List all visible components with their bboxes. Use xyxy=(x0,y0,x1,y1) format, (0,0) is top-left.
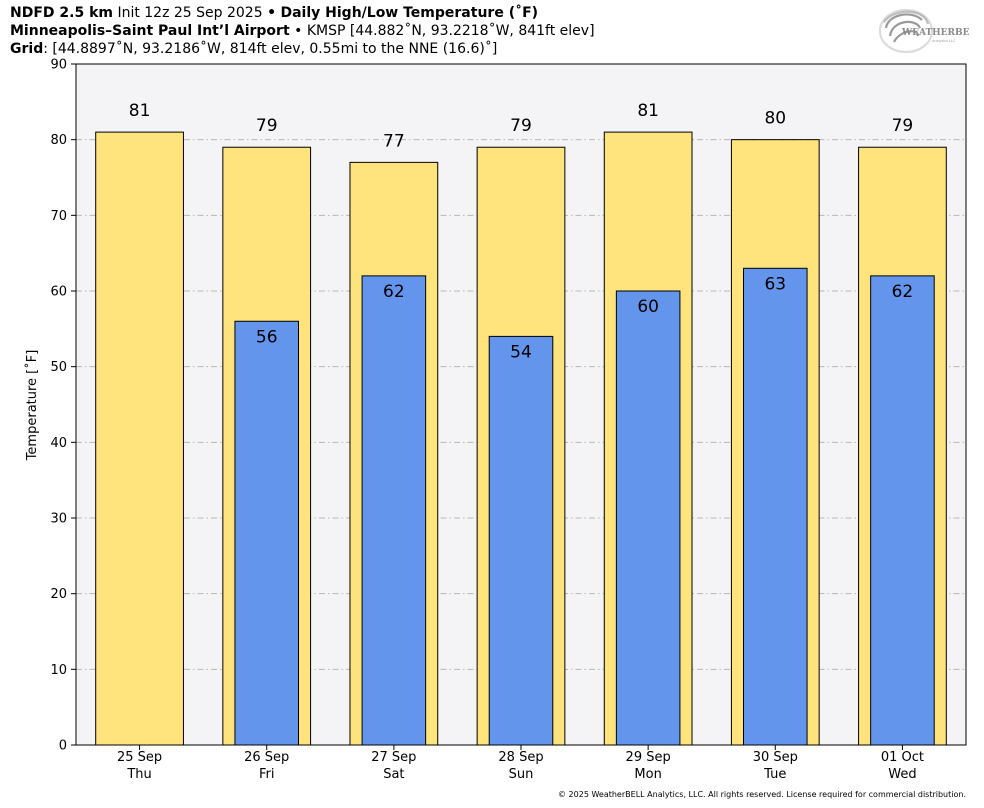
station-info: KMSP [44.882˚N, 93.2218˚W, 841ft elev] xyxy=(306,23,595,39)
chart-title-line-1: NDFD 2.5 km Init 12z 25 Sep 2025 • Daily… xyxy=(10,5,538,22)
x-tick-label: 30 Sep Tue xyxy=(753,750,798,782)
product-title: Daily High/Low Temperature (˚F) xyxy=(280,5,539,21)
logo-text: WEATHERBELL xyxy=(901,28,970,38)
init-time: Init 12z 25 Sep 2025 xyxy=(117,5,263,21)
high-bar xyxy=(476,146,566,746)
y-tick-label: 60 xyxy=(50,285,67,300)
y-tick-label: 50 xyxy=(50,360,67,375)
high-bar xyxy=(730,139,820,746)
low-bar xyxy=(361,275,427,746)
logo-subtext: Analytics LLC xyxy=(932,39,956,43)
high-bar xyxy=(858,146,947,746)
chart-title-line-2: Minneapolis–Saint Paul Int’l Airport • K… xyxy=(10,23,595,40)
low-value-label: 54 xyxy=(510,342,532,362)
high-bar xyxy=(603,131,693,746)
low-bar xyxy=(234,320,300,746)
low-bar xyxy=(870,275,935,746)
x-tick-label: 29 Sep Mon xyxy=(626,750,671,782)
y-tick-label: 0 xyxy=(59,739,67,754)
low-value-label: 62 xyxy=(383,282,405,302)
high-bar xyxy=(222,146,312,746)
high-value-label: 80 xyxy=(764,109,786,129)
chart-title-line-3: Grid: [44.8897˚N, 93.2186˚W, 814ft elev,… xyxy=(10,41,497,58)
low-value-label: 56 xyxy=(256,327,278,347)
x-tick-label: 25 Sep Thu xyxy=(117,750,162,782)
grid-label: Grid xyxy=(10,41,44,57)
high-bar xyxy=(349,161,439,746)
high-value-label: 79 xyxy=(892,116,914,136)
y-axis: 0 10 20 30 40 50 60 70 80 90 xyxy=(50,58,76,754)
y-tick-label: 10 xyxy=(50,663,67,678)
y-tick-label: 90 xyxy=(50,58,67,73)
high-value-label: 81 xyxy=(129,101,151,121)
copyright-notice: © 2025 WeatherBELL Analytics, LLC. All r… xyxy=(558,790,966,799)
station-name: Minneapolis–Saint Paul Int’l Airport xyxy=(10,23,290,39)
x-axis: 25 Sep Thu 26 Sep Fri 27 Sep Sat 28 Sep Sun 29 S… xyxy=(117,745,924,782)
y-tick-label: 30 xyxy=(50,512,67,527)
model-name: NDFD 2.5 km xyxy=(10,5,113,21)
x-tick-label: 26 Sep Fri xyxy=(244,750,289,782)
high-value-label: 81 xyxy=(637,101,659,121)
low-value-label: 60 xyxy=(637,297,659,317)
grid-info: : [44.8897˚N, 93.2186˚W, 814ft elev, 0.5… xyxy=(43,41,498,57)
low-bar xyxy=(488,335,554,746)
high-value-label: 79 xyxy=(256,116,278,136)
gridlines xyxy=(76,139,966,670)
low-value-label: 62 xyxy=(892,282,914,302)
high-value-label: 79 xyxy=(510,116,532,136)
plot-frame xyxy=(75,63,967,746)
high-value-label: 77 xyxy=(383,131,405,151)
separator-bullet: • xyxy=(267,5,277,21)
low-bar xyxy=(743,267,808,746)
y-tick-label: 80 xyxy=(50,133,67,148)
low-value-label: 63 xyxy=(764,274,786,294)
x-tick-label: 27 Sep Sat xyxy=(371,750,416,782)
weatherbell-logo: WEATHERBELL Analytics LLC xyxy=(878,8,970,54)
y-axis-label: Temperature [˚F] xyxy=(24,350,40,462)
x-tick-label: 28 Sep Sun xyxy=(498,750,543,782)
high-bar xyxy=(95,131,184,746)
bars-group: 81 79 56 77 62 79 54 81 60 80 63 79 62 xyxy=(95,101,947,746)
y-tick-label: 70 xyxy=(50,209,67,224)
separator-bullet: • xyxy=(294,23,303,39)
swirl-icon xyxy=(878,8,934,54)
y-tick-label: 40 xyxy=(50,436,67,451)
y-tick-label: 20 xyxy=(50,587,67,602)
plot-background xyxy=(76,64,966,745)
x-tick-label: 01 Oct Wed xyxy=(881,750,924,782)
low-bar xyxy=(615,290,681,746)
